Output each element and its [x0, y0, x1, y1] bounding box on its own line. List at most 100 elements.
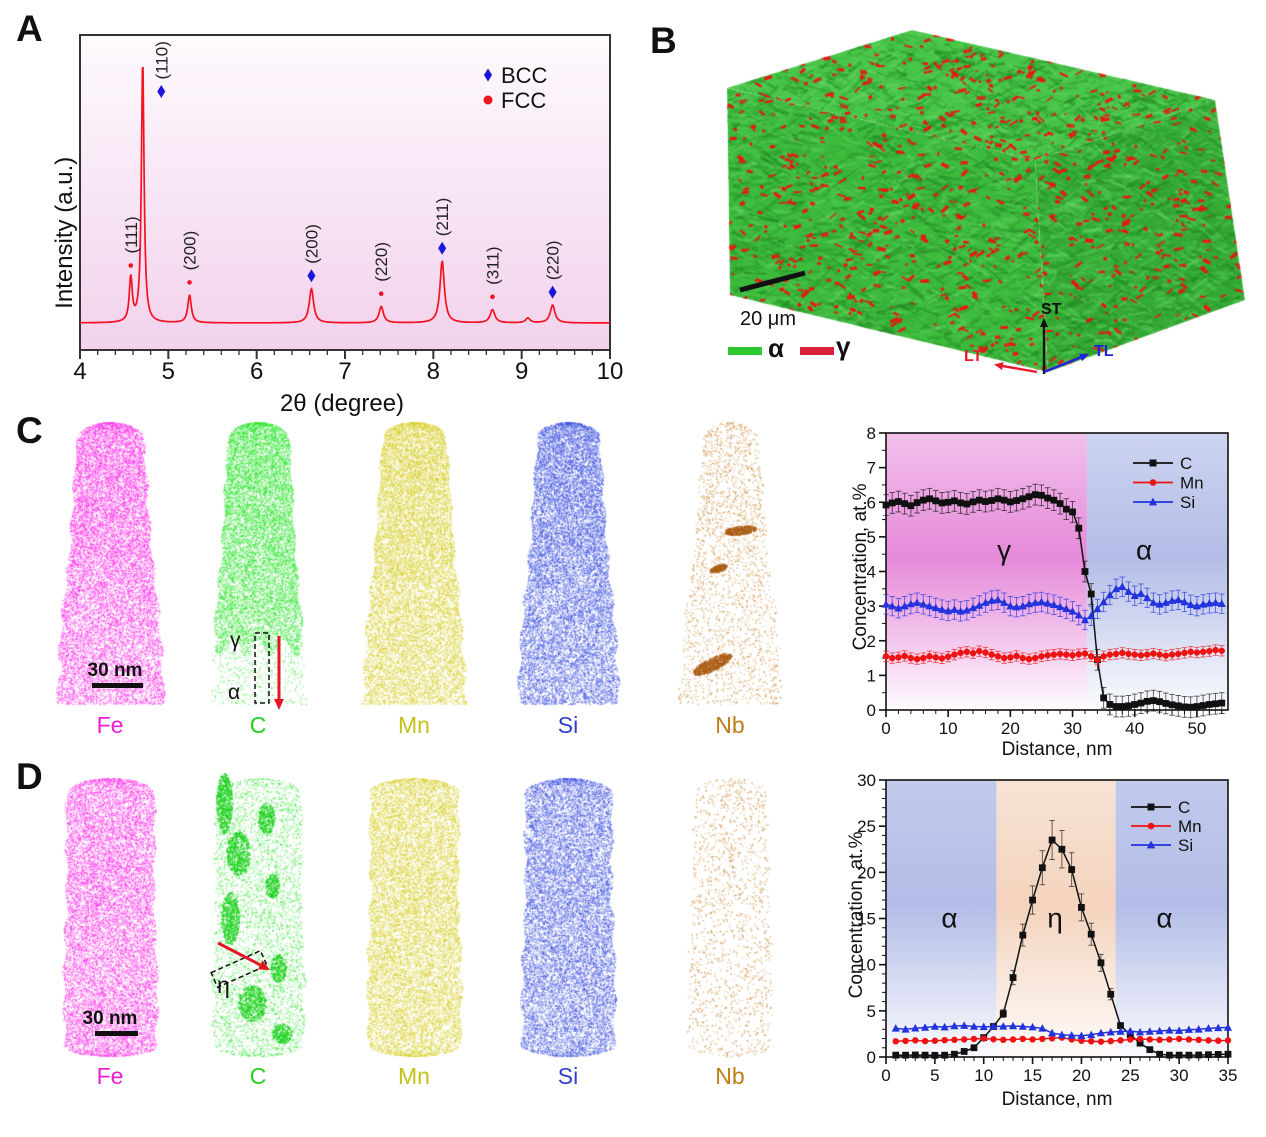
scale-bar-label-d: 30 nm	[82, 1008, 138, 1029]
svg-text:30: 30	[857, 771, 876, 790]
element-label-c-si: Si	[557, 712, 579, 738]
apt-map-d-c	[193, 772, 323, 1062]
scale-bar-label-c: 30 nm	[87, 660, 143, 681]
scale-bar-label-b: 20 μm	[740, 308, 796, 330]
svg-text:0: 0	[881, 1066, 890, 1085]
svg-text:25: 25	[1121, 1066, 1140, 1085]
svg-text:30: 30	[1170, 1066, 1189, 1085]
apt-map-c-c	[193, 414, 323, 712]
svg-text:(211): (211)	[433, 198, 452, 236]
element-label-d-nb: Nb	[715, 1063, 745, 1089]
svg-text:30: 30	[1063, 719, 1082, 738]
svg-text:20: 20	[857, 863, 876, 882]
element-label-c-c: C	[249, 712, 267, 738]
xrd-chart: 4 5 6 7 8 9 10 (111) (110) (200) (200) (220) (211) (3…	[73, 34, 624, 385]
svg-text:20: 20	[1001, 719, 1020, 738]
element-label-c-nb: Nb	[715, 712, 745, 738]
profile-d-x-axis-title: Distance, nm	[1001, 1089, 1113, 1110]
svg-text:4: 4	[73, 358, 86, 385]
svg-text:10: 10	[974, 1066, 993, 1085]
svg-text:Si: Si	[1178, 836, 1193, 855]
svg-text:4: 4	[867, 563, 876, 582]
svg-text:0: 0	[867, 1048, 876, 1067]
ebsd-3d-volume	[620, 0, 1266, 400]
profile-c-x-axis-title: Distance, nm	[1001, 739, 1113, 760]
svg-text:15: 15	[1023, 1066, 1042, 1085]
apt-map-d-nb	[665, 772, 795, 1062]
svg-text:Mn: Mn	[1180, 474, 1204, 493]
svg-text:γ: γ	[997, 534, 1011, 565]
svg-text:η: η	[1047, 903, 1063, 934]
svg-text:8: 8	[427, 358, 440, 385]
svg-text:(200): (200)	[302, 224, 321, 264]
svg-text:(220): (220)	[372, 242, 391, 282]
svg-text:40: 40	[1125, 719, 1144, 738]
svg-text:5: 5	[867, 1002, 876, 1021]
element-label-c-mn: Mn	[398, 712, 430, 738]
apt-map-d-si	[503, 772, 633, 1062]
svg-text:(111): (111)	[122, 216, 141, 253]
roi-eta-label: η	[217, 972, 230, 998]
apt-map-c-mn	[349, 414, 479, 712]
axis-lt-label: LT	[964, 348, 983, 365]
phase-gamma-label: γ	[836, 331, 851, 361]
phase-alpha-label: α	[768, 333, 784, 363]
svg-text:α: α	[1156, 903, 1172, 934]
svg-text:50: 50	[1187, 719, 1206, 738]
svg-text:3: 3	[867, 597, 876, 616]
svg-text:7: 7	[338, 358, 351, 385]
apt-map-d-fe	[45, 772, 175, 1062]
xrd-x-axis-title: 2θ (degree)	[279, 390, 405, 417]
svg-text:(220): (220)	[544, 240, 563, 280]
panel-d-label: D	[16, 756, 43, 797]
panel-b-label: B	[650, 20, 677, 61]
element-label-d-mn: Mn	[398, 1063, 430, 1089]
svg-text:7: 7	[867, 459, 876, 478]
svg-text:1: 1	[867, 666, 876, 685]
svg-text:(200): (200)	[181, 231, 200, 271]
svg-text:α: α	[1136, 534, 1152, 565]
profile-c-y-axis-title: Concentration, at.%	[850, 483, 872, 651]
xrd-y-axis-title: Intensity (a.u.)	[51, 156, 79, 309]
apt-map-c-nb	[665, 414, 795, 712]
apt-map-c-fe	[45, 414, 175, 712]
svg-text:10: 10	[939, 719, 958, 738]
svg-text:6: 6	[867, 493, 876, 512]
svg-text:α: α	[941, 903, 957, 934]
roi-alpha-label: α	[228, 681, 241, 704]
svg-text:5: 5	[867, 528, 876, 547]
apt-map-d-mn	[349, 772, 479, 1062]
axis-tl-label: TL	[1094, 343, 1114, 360]
svg-text:8: 8	[867, 424, 876, 443]
svg-text:FCC: FCC	[501, 88, 546, 113]
svg-text:0: 0	[867, 701, 876, 720]
svg-text:10: 10	[597, 358, 624, 385]
axis-st-label: ST	[1041, 301, 1062, 318]
panel-a-label: A	[16, 8, 43, 49]
svg-text:9: 9	[515, 358, 528, 385]
element-label-d-fe: Fe	[96, 1063, 124, 1089]
svg-text:BCC: BCC	[501, 63, 548, 88]
svg-text:5: 5	[930, 1066, 939, 1085]
svg-text:6: 6	[250, 358, 263, 385]
svg-text:2: 2	[867, 632, 876, 651]
profile-d-y-axis-title: Concentration, at.%	[846, 831, 868, 999]
svg-text:35: 35	[1219, 1066, 1238, 1085]
svg-text:20: 20	[1072, 1066, 1091, 1085]
element-label-d-c: C	[249, 1063, 267, 1089]
svg-text:C: C	[1178, 798, 1190, 817]
svg-text:(110): (110)	[152, 41, 171, 79]
svg-text:Si: Si	[1180, 493, 1195, 512]
svg-text:0: 0	[881, 719, 890, 738]
svg-text:15: 15	[857, 910, 876, 929]
apt-map-c-si	[503, 414, 633, 712]
roi-gamma-label: γ	[230, 629, 241, 652]
svg-text:5: 5	[162, 358, 175, 385]
element-label-d-si: Si	[557, 1063, 579, 1089]
svg-text:10: 10	[857, 956, 876, 975]
panel-c-label: C	[16, 410, 43, 451]
svg-text:25: 25	[857, 817, 876, 836]
